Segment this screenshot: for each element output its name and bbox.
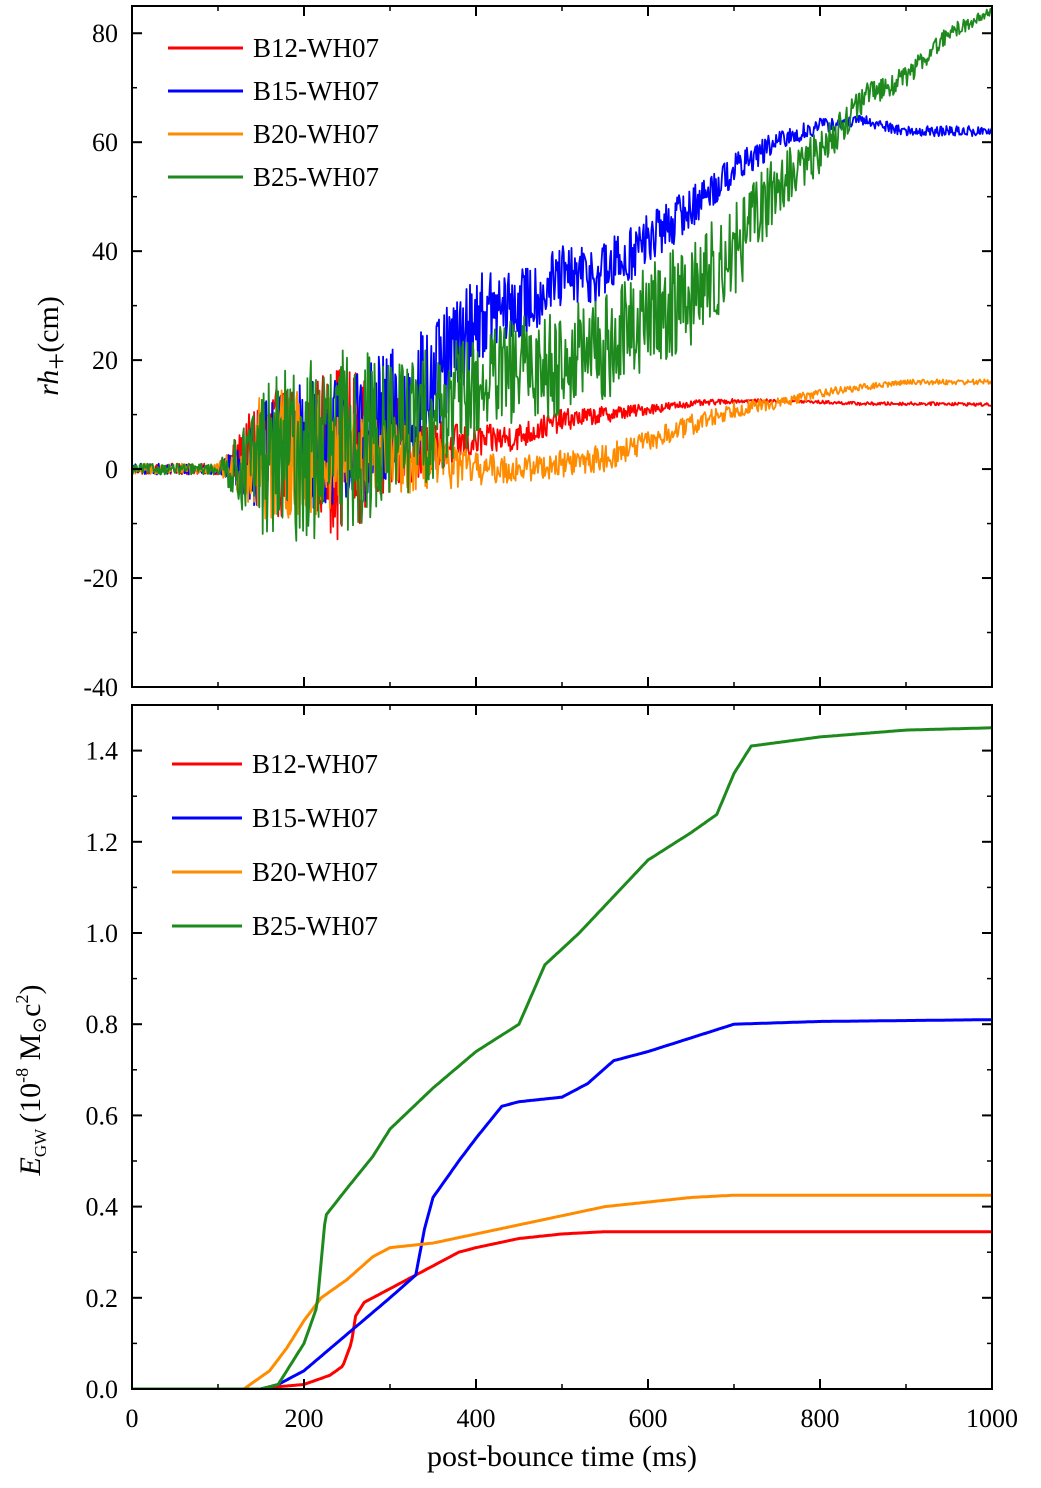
- top-ytick-label: -40: [83, 673, 118, 702]
- bottom-ytick-label: 1.0: [86, 919, 119, 948]
- bottom-xtick-label: 800: [801, 1404, 840, 1433]
- bottom-ylabel: EGW (10-8 M⊙c2): [12, 985, 51, 1177]
- bottom-ytick-label: 0.8: [86, 1010, 119, 1039]
- bottom-ytick-label: 0.6: [86, 1101, 119, 1130]
- bottom-xtick-label: 400: [457, 1404, 496, 1433]
- bottom-ylabel-exp: -8: [12, 1068, 32, 1083]
- bottom-ylabel-main: E: [14, 1157, 47, 1176]
- top-legend-label-b20-wh07: B20-WH07: [253, 119, 379, 149]
- bottom-ytick-label: 1.2: [86, 828, 119, 857]
- bottom-series-line-b12-wh07: [132, 1230, 992, 1389]
- bottom-series-line-b25-wh07: [132, 726, 992, 1389]
- bottom-legend: B12-WH07 B15-WH07 B20-WH07 B25-WH07: [172, 749, 378, 941]
- top-legend: B12-WH07 B15-WH07 B20-WH07 B25-WH07: [168, 33, 379, 192]
- bottom-ylabel-sun: ⊙: [29, 1017, 51, 1034]
- top-ytick-label: 40: [92, 237, 118, 266]
- bottom-ylabel-mass: M: [14, 1034, 47, 1068]
- top-ylabel-main: rh: [32, 370, 65, 396]
- bottom-panel: 0.0 0.2 0.4 0.6 0.8 1.0 1.2 1.4 0 200 400 600 800 100…: [12, 704, 1018, 1473]
- bottom-ytick-label: 0.2: [86, 1284, 119, 1313]
- bottom-xtick-label: 0: [126, 1404, 139, 1433]
- bottom-ylabel-open: (10: [14, 1083, 47, 1123]
- bottom-ylabel-csup: 2: [12, 995, 32, 1004]
- top-ylabel-unit: (cm): [32, 296, 65, 353]
- bottom-plot-area: [132, 726, 992, 1389]
- bottom-ylabel-close: ): [14, 985, 47, 995]
- top-ticks: -40 -20 0 20 40 60 80: [83, 6, 993, 702]
- top-ytick-label: 60: [92, 128, 118, 157]
- bottom-ytick-label: 1.4: [86, 737, 119, 766]
- top-legend-label-b15-wh07: B15-WH07: [253, 76, 379, 106]
- top-series-line-b25-wh07: [132, 7, 992, 542]
- bottom-xtick-label: 200: [285, 1404, 324, 1433]
- bottom-legend-label-b20-wh07: B20-WH07: [252, 857, 378, 887]
- top-ylabel-sub: +: [40, 353, 73, 370]
- bottom-xtick-label: 1000: [966, 1404, 1018, 1433]
- bottom-ytick-label: 0.4: [86, 1193, 119, 1222]
- bottom-series-line-b20-wh07: [132, 1193, 992, 1389]
- top-ytick-label: 80: [92, 19, 118, 48]
- bottom-ticks: 0.0 0.2 0.4 0.6 0.8 1.0 1.2 1.4 0 200 400 600 800 100…: [86, 705, 1018, 1433]
- bottom-ytick-label: 0.0: [86, 1375, 119, 1404]
- bottom-legend-label-b15-wh07: B15-WH07: [252, 803, 378, 833]
- bottom-xlabel: post-bounce time (ms): [427, 1440, 697, 1473]
- bottom-series-line-b15-wh07: [132, 1018, 992, 1389]
- top-legend-label-b25-wh07: B25-WH07: [253, 162, 379, 192]
- bottom-legend-label-b12-wh07: B12-WH07: [252, 749, 378, 779]
- top-plot-area: [132, 7, 992, 542]
- top-ytick-label: -20: [83, 564, 118, 593]
- top-ytick-label: 0: [105, 455, 118, 484]
- top-panel: -40 -20 0 20 40 60 80 B12-WH07 B15-WH07 B20-WH07…: [32, 5, 993, 702]
- top-ytick-label: 20: [92, 346, 118, 375]
- top-series-line-b12-wh07: [132, 367, 992, 541]
- top-legend-label-b12-wh07: B12-WH07: [253, 33, 379, 63]
- bottom-ylabel-c: c: [14, 1004, 47, 1017]
- bottom-xtick-label: 600: [629, 1404, 668, 1433]
- bottom-legend-label-b25-wh07: B25-WH07: [252, 911, 378, 941]
- top-ylabel: rh+(cm): [32, 296, 73, 396]
- bottom-ylabel-sub: GW: [31, 1128, 50, 1157]
